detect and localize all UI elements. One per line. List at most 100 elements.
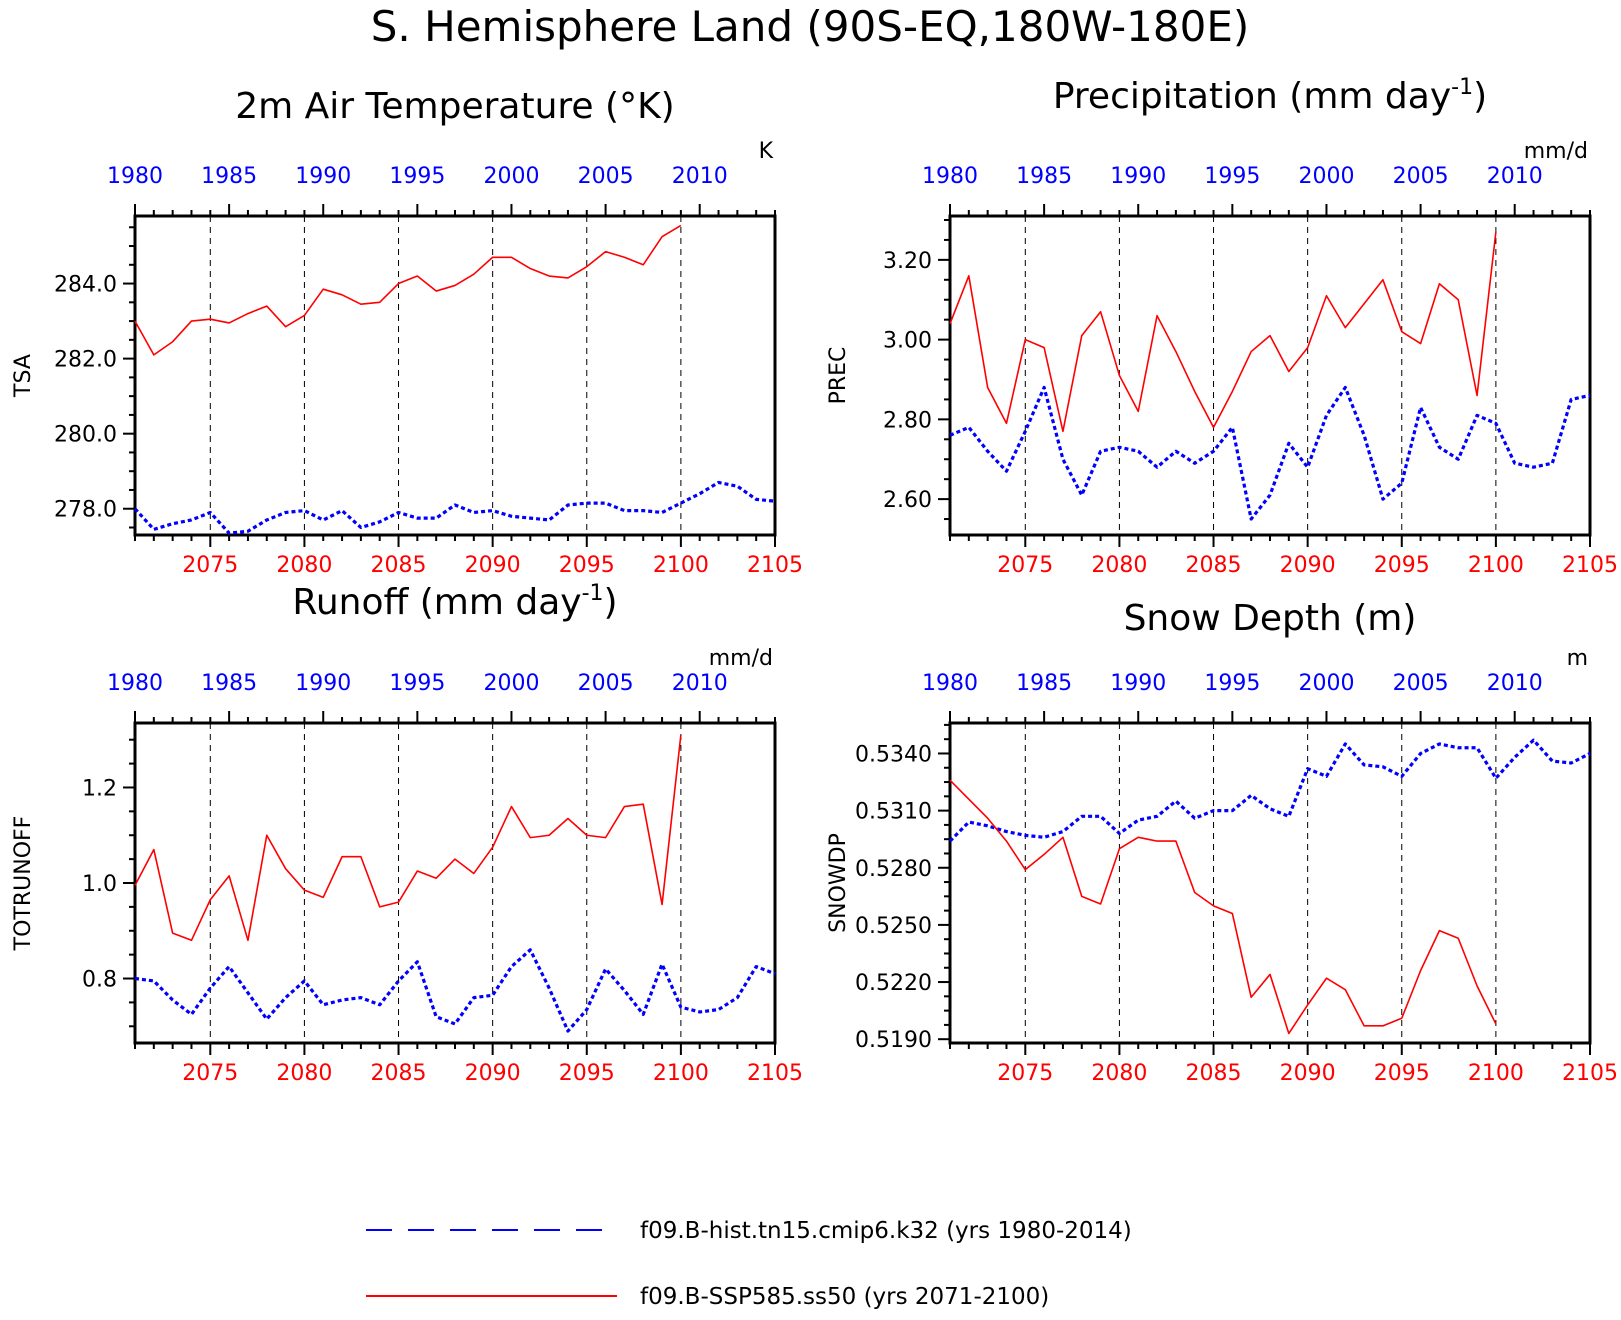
series-line-future (949, 779, 1497, 1035)
plot-frame (133, 214, 777, 537)
bottom-tick-label: 2095 (1374, 1061, 1430, 1086)
panel-title-text: Precipitation (mm day (1053, 76, 1451, 117)
bottom-tick-label: 2085 (371, 1061, 427, 1086)
top-tick-label: 1995 (389, 164, 445, 189)
bottom-tick-label: 2105 (1562, 1061, 1618, 1086)
y-tick-label: 0.5220 (855, 971, 932, 996)
chart-panel-1: 2m Air Temperature (°K) K TSA 1980 1985 1990 1… (11, 86, 803, 578)
y-tick-label: 0.5310 (855, 800, 932, 825)
y-tick-label: 0.5280 (855, 857, 932, 882)
legend: f09.B-hist.tn15.cmip6.k32 (yrs 1980-2014… (366, 1218, 1132, 1310)
bottom-tick-label: 2090 (465, 553, 521, 578)
series-line-future (134, 734, 682, 942)
y-tick-label: 2.60 (883, 488, 932, 513)
bottom-tick-label: 2090 (465, 1061, 521, 1086)
y-tick-label: 0.5250 (855, 914, 932, 939)
bottom-tick-label: 2095 (559, 1061, 615, 1086)
bottom-tick-label: 2085 (1186, 553, 1242, 578)
bottom-tick-label: 2075 (997, 1061, 1053, 1086)
bottom-tick-label: 2095 (1374, 553, 1430, 578)
top-tick-label: 1990 (295, 164, 351, 189)
units-label: mm/d (709, 646, 773, 671)
top-tick-label: 1990 (1110, 164, 1166, 189)
y-tick-label: 1.2 (82, 776, 117, 801)
panel-title: Snow Depth (m) (1124, 598, 1417, 639)
top-tick-label: 2000 (1298, 671, 1354, 696)
series-line-historical (134, 948, 776, 1033)
bottom-tick-label: 2105 (1562, 553, 1618, 578)
top-tick-label: 1990 (295, 671, 351, 696)
top-tick-label: 1995 (1204, 671, 1260, 696)
y-tick-label: 0.5190 (855, 1028, 932, 1053)
y-axis-label: TOTRUNOFF (11, 816, 36, 952)
top-tick-label: 2005 (1393, 671, 1449, 696)
y-tick-label: 1.0 (82, 872, 117, 897)
bottom-tick-label: 2100 (653, 553, 709, 578)
panel-title: Precipitation (mm day-1) (1053, 75, 1487, 117)
bottom-tick-label: 2085 (1186, 1061, 1242, 1086)
y-tick-label: 3.20 (883, 249, 932, 274)
y-axis-label: PREC (826, 347, 851, 405)
panel-title-superscript: -1 (1451, 75, 1473, 100)
bottom-tick-label: 2080 (276, 1061, 332, 1086)
top-tick-label: 2005 (578, 671, 634, 696)
y-tick-label: 284.0 (54, 273, 117, 298)
top-tick-label: 2010 (672, 164, 728, 189)
chart-panels: 2m Air Temperature (°K) K TSA 1980 1985 1990 1… (11, 75, 1618, 1086)
top-tick-label: 1985 (201, 671, 257, 696)
y-tick-label: 0.5340 (855, 742, 932, 767)
series-line-future (949, 231, 1497, 433)
bottom-tick-label: 2075 (997, 553, 1053, 578)
panel-title-text: Runoff (mm day (292, 582, 581, 623)
series-line-historical (948, 738, 1591, 843)
bottom-tick-label: 2080 (276, 553, 332, 578)
y-tick-label: 3.00 (883, 329, 932, 354)
legend-label-historical: f09.B-hist.tn15.cmip6.k32 (yrs 1980-2014… (640, 1218, 1132, 1244)
bottom-tick-label: 2090 (1280, 1061, 1336, 1086)
figure-title: S. Hemisphere Land (90S-EQ,180W-180E) (371, 2, 1250, 51)
bottom-tick-label: 2095 (559, 553, 615, 578)
top-tick-label: 1980 (922, 671, 978, 696)
bottom-tick-label: 2075 (182, 553, 238, 578)
bottom-tick-label: 2080 (1091, 553, 1147, 578)
top-tick-label: 2005 (578, 164, 634, 189)
bottom-tick-label: 2100 (653, 1061, 709, 1086)
panel-title-end: ) (604, 582, 618, 623)
y-tick-label: 282.0 (54, 348, 117, 373)
top-tick-label: 2000 (1298, 164, 1354, 189)
panel-title: 2m Air Temperature (°K) (235, 86, 674, 127)
top-tick-label: 1995 (389, 671, 445, 696)
units-label: mm/d (1524, 139, 1588, 164)
top-tick-label: 1980 (922, 164, 978, 189)
top-tick-label: 1990 (1110, 671, 1166, 696)
top-tick-label: 1995 (1204, 164, 1260, 189)
bottom-tick-label: 2105 (747, 1061, 803, 1086)
panel-title-superscript: -1 (582, 581, 604, 606)
top-tick-label: 1985 (201, 164, 257, 189)
y-tick-label: 280.0 (54, 423, 117, 448)
series-line-historical (133, 480, 776, 535)
chart-panel-2: Precipitation (mm day-1) mm/d PREC 1980 1985… (826, 75, 1618, 578)
panel-title: Runoff (mm day-1) (292, 581, 617, 623)
series-line-historical (949, 385, 1591, 521)
legend-label-future: f09.B-SSP585.ss50 (yrs 2071-2100) (640, 1284, 1049, 1310)
panel-title-text: Snow Depth (m) (1124, 598, 1417, 639)
units-label: K (759, 139, 774, 164)
y-tick-label: 2.80 (883, 408, 932, 433)
bottom-tick-label: 2075 (182, 1061, 238, 1086)
top-tick-label: 2010 (1487, 671, 1543, 696)
top-tick-label: 2005 (1393, 164, 1449, 189)
panel-title-text: 2m Air Temperature (°K) (235, 86, 674, 127)
top-tick-label: 1985 (1016, 671, 1072, 696)
y-axis-label: SNOWDP (826, 833, 851, 933)
series-line-future (134, 224, 682, 356)
y-tick-label: 0.8 (82, 968, 117, 993)
top-tick-label: 2000 (483, 671, 539, 696)
bottom-tick-label: 2105 (747, 553, 803, 578)
top-tick-label: 1980 (107, 164, 163, 189)
bottom-tick-label: 2100 (1468, 553, 1524, 578)
plot-frame (948, 721, 1592, 1045)
top-tick-label: 1980 (107, 671, 163, 696)
chart-panel-4: Snow Depth (m) m SNOWDP 1980 1985 1990 1995 200… (826, 598, 1618, 1086)
y-tick-label: 278.0 (54, 498, 117, 523)
